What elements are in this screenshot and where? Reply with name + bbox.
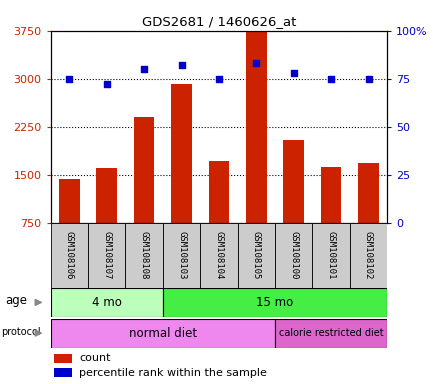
Point xyxy=(103,81,110,88)
Text: 4 mo: 4 mo xyxy=(92,296,121,309)
Bar xyxy=(51,223,88,288)
Text: age: age xyxy=(5,295,27,308)
Bar xyxy=(51,288,163,317)
Point xyxy=(327,76,335,82)
Bar xyxy=(209,161,229,223)
Bar xyxy=(283,139,304,223)
Bar xyxy=(171,84,192,223)
Point xyxy=(253,60,260,66)
Text: GSM108105: GSM108105 xyxy=(252,231,261,280)
Title: GDS2681 / 1460626_at: GDS2681 / 1460626_at xyxy=(142,15,296,28)
Text: normal diet: normal diet xyxy=(129,327,197,339)
Text: GSM108103: GSM108103 xyxy=(177,231,186,280)
Point xyxy=(66,76,73,82)
Bar xyxy=(163,223,200,288)
Bar xyxy=(321,167,341,223)
Bar xyxy=(125,223,163,288)
Bar xyxy=(312,223,350,288)
Bar xyxy=(96,168,117,223)
Bar xyxy=(163,288,387,317)
Point xyxy=(290,70,297,76)
Text: calorie restricted diet: calorie restricted diet xyxy=(279,328,383,338)
Bar xyxy=(54,368,73,377)
Text: GSM108100: GSM108100 xyxy=(289,231,298,280)
Text: GSM108104: GSM108104 xyxy=(214,231,224,280)
Bar xyxy=(350,223,387,288)
Text: GSM108102: GSM108102 xyxy=(364,231,373,280)
Text: GSM108101: GSM108101 xyxy=(326,231,336,280)
Point xyxy=(216,76,223,82)
Bar xyxy=(275,223,312,288)
Bar xyxy=(54,354,73,363)
Bar xyxy=(134,117,154,223)
Text: count: count xyxy=(79,353,111,363)
Text: GSM108108: GSM108108 xyxy=(139,231,149,280)
Text: percentile rank within the sample: percentile rank within the sample xyxy=(79,368,267,378)
Bar xyxy=(51,319,275,348)
Point xyxy=(365,76,372,82)
Text: 15 mo: 15 mo xyxy=(257,296,293,309)
Text: GSM108106: GSM108106 xyxy=(65,231,74,280)
Text: protocol: protocol xyxy=(1,327,40,337)
Bar xyxy=(88,223,125,288)
Bar xyxy=(246,31,267,223)
Point xyxy=(178,62,185,68)
Bar xyxy=(200,223,238,288)
Bar xyxy=(275,319,387,348)
Bar xyxy=(59,179,80,223)
Point xyxy=(141,66,148,72)
Text: GSM108107: GSM108107 xyxy=(102,231,111,280)
Bar xyxy=(238,223,275,288)
Bar xyxy=(358,163,379,223)
